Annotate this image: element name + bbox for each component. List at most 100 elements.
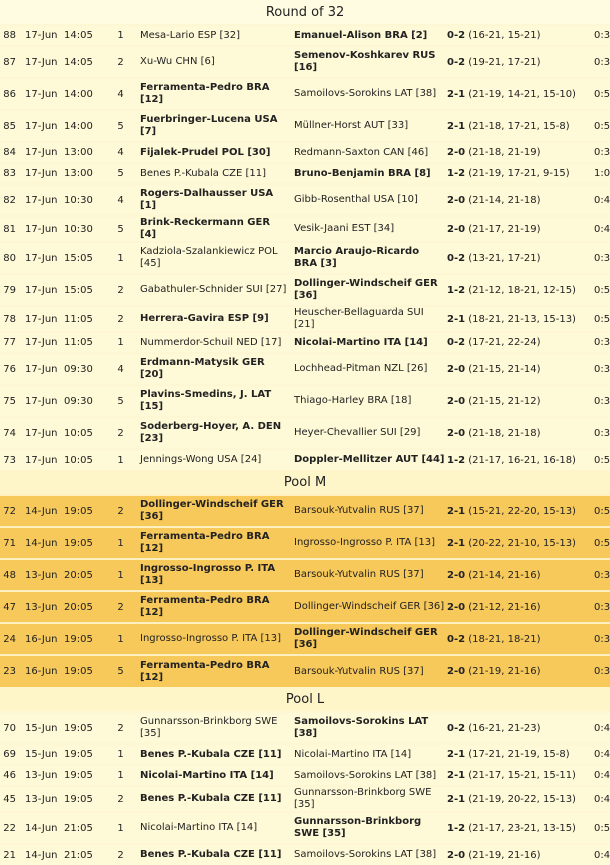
team-one: Mesa-Lario ESP [32] [135,24,289,46]
match-row[interactable]: 46 13-Jun 19:05 1 Nicolai-Martino ITA [14] Sa… [0,764,610,786]
match-row[interactable]: 77 17-Jun 11:05 1 Nummerdor-Schuil NED [17] N… [0,331,610,353]
team-two: Ingrosso-Ingrosso P. ITA [13] [289,526,445,559]
match-score: 1-2 (21-17, 23-21, 13-15) [445,811,592,844]
set-scores: (21-14, 21-16) [468,569,541,581]
team-two: Doppler-Mellitzer AUT [44] [289,448,445,470]
match-time: 19:05 [59,622,106,655]
set-scores: (21-12, 18-21, 12-15) [468,284,576,296]
match-date: 17-Jun [20,141,59,163]
match-row[interactable]: 80 17-Jun 15:05 1 Kadziola-Szalankiewicz POL… [0,241,610,274]
team-one-winner: Benes P.-Kubala CZE [11] [140,793,282,804]
match-row[interactable]: 79 17-Jun 15:05 2 Gabathuler-Schnider SUI [2… [0,273,610,306]
match-row[interactable]: 84 17-Jun 13:00 4 Fijalek-Prudel POL [30] Red… [0,141,610,163]
match-row[interactable]: 83 17-Jun 13:00 5 Benes P.-Kubala CZE [11] Br… [0,162,610,184]
match-row[interactable]: 87 17-Jun 14:05 2 Xu-Wu CHN [6] Semenov-Koshk… [0,45,610,78]
match-row[interactable]: 75 17-Jun 09:30 5 Plavins-Smedins, J. LAT [1… [0,384,610,417]
match-row[interactable]: 24 16-Jun 19:05 1 Ingrosso-Ingrosso P. ITA [… [0,622,610,655]
set-scores: (21-17, 15-21, 15-11) [468,770,576,781]
match-time: 11:05 [59,305,106,332]
match-number: 84 [0,141,20,163]
match-duration: 0:39 [592,416,610,449]
section-title: Round of 32 [0,0,610,26]
match-score: 2-0 (21-14, 21-18) [445,183,592,216]
team-one: Benes P.-Kubala CZE [11] [135,162,289,184]
match-duration: 0:36 [592,384,610,417]
team-two-winner: Marcio Araujo-Ricardo BRA [3] [294,246,420,269]
team-two: Dollinger-Windscheif GER [36] [289,590,445,623]
team-one-winner: Fuerbringer-Lucena USA [7] [140,114,278,137]
set-scores: (21-15, 21-14) [468,363,541,375]
set-result: 2-1 [447,793,466,805]
match-row[interactable]: 69 15-Jun 19:05 1 Benes P.-Kubala CZE [11] Ni… [0,743,610,765]
match-duration: 0:40 [592,711,610,744]
match-number: 47 [0,590,20,623]
match-row[interactable]: 74 17-Jun 10:05 2 Soderberg-Hoyer, A. DEN [2… [0,416,610,449]
team-two: Gunnarsson-Brinkborg SWE [35] [289,811,445,844]
match-row[interactable]: 73 17-Jun 10:05 1 Jennings-Wong USA [24] Dopp… [0,448,610,470]
match-number: 73 [0,448,20,470]
set-result: 0-2 [447,633,466,645]
match-row[interactable]: 76 17-Jun 09:30 4 Erdmann-Matysik GER [20] Lo… [0,352,610,385]
court-number: 2 [106,590,135,623]
match-row[interactable]: 82 17-Jun 10:30 4 Rogers-Dalhausser USA [1] G… [0,183,610,216]
match-score: 2-1 (15-21, 22-20, 15-13) [445,494,592,527]
match-time: 21:05 [59,843,106,865]
match-row[interactable]: 21 14-Jun 21:05 2 Benes P.-Kubala CZE [11] Sa… [0,843,610,865]
set-scores: (17-21, 22-24) [468,337,541,348]
match-date: 13-Jun [20,558,59,591]
match-duration: 0:51 [592,77,610,110]
set-result: 1-2 [447,454,466,466]
match-row[interactable]: 88 17-Jun 14:05 1 Mesa-Lario ESP [32] Emanuel… [0,24,610,46]
team-two: Samoilovs-Sorokins LAT [38] [289,843,445,865]
match-date: 17-Jun [20,273,59,306]
set-scores: (21-17, 23-21, 13-15) [468,822,576,834]
match-score: 1-2 (21-12, 18-21, 12-15) [445,273,592,306]
match-row[interactable]: 22 14-Jun 21:05 1 Nicolai-Martino ITA [14] Gu… [0,811,610,844]
match-duration: 0:55 [592,448,610,470]
set-scores: (13-21, 17-21) [468,252,541,264]
match-date: 17-Jun [20,416,59,449]
match-row[interactable]: 71 14-Jun 19:05 1 Ferramenta-Pedro BRA [12] I… [0,526,610,559]
match-time: 10:05 [59,448,106,470]
match-row[interactable]: 47 13-Jun 20:05 2 Ferramenta-Pedro BRA [12] D… [0,590,610,623]
match-score: 2-0 (21-15, 21-14) [445,352,592,385]
set-result: 2-1 [447,313,466,325]
set-result: 2-0 [447,569,466,581]
team-two: Thiago-Harley BRA [18] [289,384,445,417]
match-time: 09:30 [59,352,106,385]
court-number: 5 [106,654,135,687]
set-scores: (21-19, 20-22, 15-13) [468,793,576,805]
match-score: 2-0 (21-19, 21-16) [445,654,592,687]
match-row[interactable]: 85 17-Jun 14:00 5 Fuerbringer-Lucena USA [7]… [0,109,610,142]
match-number: 71 [0,526,20,559]
team-two: Marcio Araujo-Ricardo BRA [3] [289,241,445,274]
match-score: 2-0 (21-18, 21-18) [445,416,592,449]
match-score: 2-1 (21-18, 17-21, 15-8) [445,109,592,142]
team-two: Samoilovs-Sorokins LAT [38] [289,711,445,744]
team-two: Gibb-Rosenthal USA [10] [289,183,445,216]
set-scores: (19-21, 17-21) [468,56,541,68]
match-row[interactable]: 81 17-Jun 10:30 5 Brink-Reckermann GER [4] Ve… [0,215,610,242]
match-row[interactable]: 23 16-Jun 19:05 5 Ferramenta-Pedro BRA [12] B… [0,654,610,687]
match-row[interactable]: 78 17-Jun 11:05 2 Herrera-Gavira ESP [9] Heus… [0,305,610,332]
team-one: Gabathuler-Schnider SUI [27] [135,273,289,306]
match-number: 22 [0,811,20,844]
court-number: 2 [106,416,135,449]
set-scores: (21-19, 14-21, 15-10) [468,88,576,100]
set-result: 2-0 [447,223,466,235]
match-number: 23 [0,654,20,687]
match-row[interactable]: 86 17-Jun 14:00 4 Ferramenta-Pedro BRA [12] S… [0,77,610,110]
match-row[interactable]: 72 14-Jun 19:05 2 Dollinger-Windscheif GER [… [0,494,610,527]
team-two: Vesik-Jaani EST [34] [289,215,445,242]
match-row[interactable]: 70 15-Jun 19:05 2 Gunnarsson-Brinkborg SWE [… [0,711,610,744]
team-two: Gunnarsson-Brinkborg SWE [35] [289,785,445,812]
match-date: 17-Jun [20,448,59,470]
match-row[interactable]: 48 13-Jun 20:05 1 Ingrosso-Ingrosso P. ITA [… [0,558,610,591]
set-result: 2-1 [447,537,466,549]
team-one: Nicolai-Martino ITA [14] [135,811,289,844]
match-date: 14-Jun [20,526,59,559]
match-time: 19:05 [59,785,106,812]
match-duration: 0:51 [592,109,610,142]
match-row[interactable]: 45 13-Jun 19:05 2 Benes P.-Kubala CZE [11] Gu… [0,785,610,812]
team-one: Ferramenta-Pedro BRA [12] [135,654,289,687]
